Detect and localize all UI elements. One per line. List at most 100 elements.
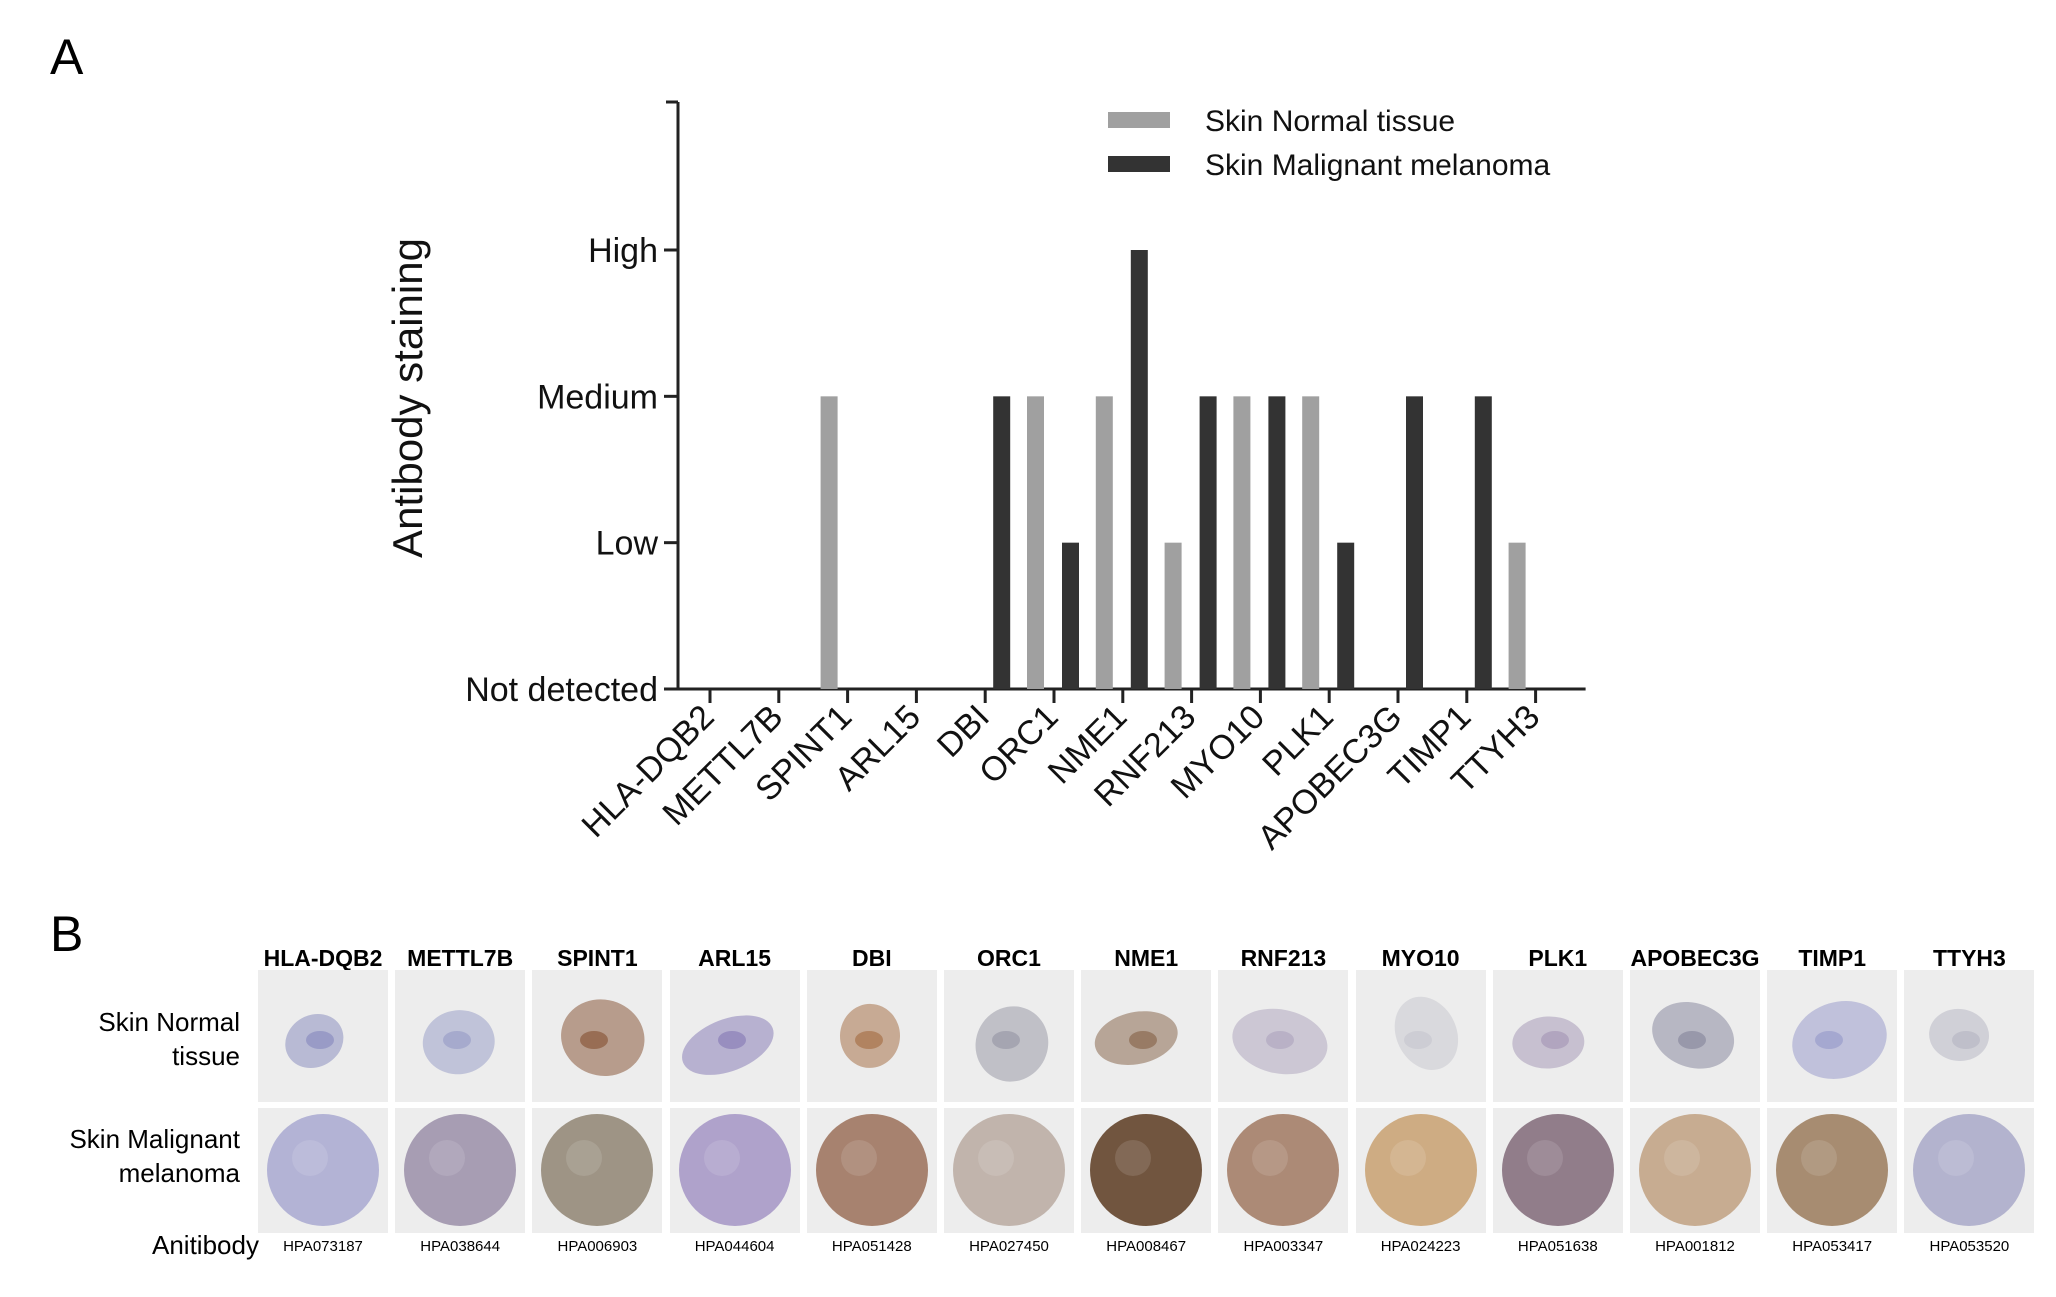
gene-header: PLK1 bbox=[1528, 945, 1588, 971]
melanoma-tissue-image bbox=[669, 1108, 800, 1233]
bar-normal-orc1 bbox=[1027, 396, 1044, 689]
legend-label: Skin Malignant melanoma bbox=[1205, 149, 1550, 182]
gene-header: SPINT1 bbox=[557, 945, 638, 971]
tissue-section-graphic bbox=[1232, 1008, 1328, 1075]
antibody-row-title: Anitibody bbox=[152, 1230, 259, 1260]
tissue-core-graphic bbox=[1776, 1114, 1889, 1226]
tissue-core-graphic bbox=[541, 1114, 654, 1226]
tissue-core-graphic bbox=[1639, 1114, 1751, 1226]
row-label-line: Skin Normal bbox=[98, 1007, 240, 1037]
melanoma-tissue-image bbox=[1492, 1108, 1623, 1233]
normal-tissue-image bbox=[395, 970, 526, 1102]
melanoma-tissue-image bbox=[1218, 1108, 1349, 1233]
gene-header: METTL7B bbox=[407, 945, 514, 971]
bar-melanoma-plk1 bbox=[1337, 542, 1355, 689]
bar-melanoma-rnf213 bbox=[1199, 396, 1217, 689]
normal-tissue-image bbox=[1492, 970, 1623, 1102]
bar-melanoma-myo10 bbox=[1268, 396, 1286, 689]
antibody-id: HPA053417 bbox=[1792, 1238, 1873, 1255]
antibody-id: HPA008467 bbox=[1106, 1238, 1187, 1255]
legend-label: Skin Normal tissue bbox=[1205, 105, 1455, 138]
panel-b-letter: B bbox=[50, 906, 84, 962]
y-tick-label: High bbox=[588, 232, 658, 270]
y-tick-label: Medium bbox=[537, 378, 658, 416]
bar-melanoma-timp1 bbox=[1474, 396, 1492, 689]
tissue-section-graphic bbox=[681, 1015, 774, 1075]
tissue-core-graphic bbox=[678, 1114, 791, 1226]
gene-header: APOBEC3G bbox=[1630, 945, 1760, 971]
antibody-id: HPA073187 bbox=[283, 1238, 363, 1255]
normal-tissue-image bbox=[258, 970, 388, 1102]
antibody-id: HPA001812 bbox=[1655, 1238, 1735, 1255]
melanoma-tissue-image bbox=[1767, 1108, 1898, 1233]
bar-normal-myo10 bbox=[1233, 396, 1251, 689]
bar-normal-ttyh3 bbox=[1508, 542, 1526, 689]
bar-melanoma-orc1 bbox=[1062, 542, 1079, 689]
gene-header: ARL15 bbox=[698, 945, 772, 971]
normal-tissue-image bbox=[944, 970, 1074, 1102]
normal-tissue-image bbox=[1081, 970, 1212, 1102]
normal-tissue-image bbox=[1767, 970, 1898, 1102]
tissue-section-graphic bbox=[1929, 1008, 1990, 1062]
panel-a-letter: A bbox=[50, 29, 84, 85]
normal-tissue-image bbox=[1218, 970, 1349, 1102]
tissue-section-graphic bbox=[975, 1006, 1049, 1082]
antibody-id: HPA038644 bbox=[420, 1238, 501, 1255]
y-tick-label: Not detected bbox=[465, 671, 658, 709]
row-label-line: tissue bbox=[172, 1041, 240, 1071]
gene-header: DBI bbox=[851, 945, 892, 971]
antibody-id: HPA003347 bbox=[1243, 1238, 1324, 1255]
row-label-normal: Skin Normal tissue bbox=[60, 1005, 240, 1073]
melanoma-tissue-image bbox=[1355, 1108, 1486, 1233]
melanoma-tissue-image bbox=[806, 1108, 937, 1233]
antibody-id: HPA053520 bbox=[1929, 1238, 2010, 1255]
tissue-section-graphic bbox=[561, 999, 645, 1076]
gene-header: TIMP1 bbox=[1798, 945, 1867, 971]
melanoma-tissue-image bbox=[1904, 1108, 2035, 1233]
normal-tissue-image bbox=[669, 970, 800, 1102]
row-label-melanoma: Skin Malignant melanoma bbox=[40, 1122, 240, 1190]
bar-melanoma-apobec3g bbox=[1406, 396, 1423, 689]
bar-normal-rnf213 bbox=[1164, 542, 1182, 689]
antibody-id: HPA044604 bbox=[694, 1238, 775, 1255]
tissue-section-graphic bbox=[1652, 1001, 1735, 1069]
tissue-section-graphic bbox=[1094, 1011, 1178, 1065]
antibody-id: HPA027450 bbox=[969, 1238, 1049, 1255]
legend-swatch bbox=[1108, 112, 1170, 128]
y-axis-title: Antibody staining bbox=[384, 238, 431, 558]
row-label-line: Skin Malignant bbox=[69, 1124, 240, 1154]
tissue-section-graphic bbox=[1792, 1001, 1887, 1079]
gene-header: NME1 bbox=[1114, 945, 1179, 971]
tissue-core-graphic bbox=[404, 1114, 517, 1226]
melanoma-tissue-image bbox=[258, 1108, 388, 1233]
melanoma-tissue-image bbox=[1630, 1108, 1760, 1233]
tissue-section-graphic bbox=[839, 1003, 900, 1068]
tissue-section-graphic bbox=[285, 1013, 344, 1069]
y-tick-label: Low bbox=[596, 525, 659, 563]
antibody-staining-bar-chart: Not detected Low Medium High Antibody staini… bbox=[384, 100, 1586, 857]
row-label-line: melanoma bbox=[118, 1158, 240, 1188]
normal-tissue-image bbox=[1630, 970, 1760, 1102]
gene-header: TTYH3 bbox=[1932, 945, 2006, 971]
normal-tissue-image bbox=[1904, 970, 2035, 1102]
tissue-section-graphic bbox=[1394, 996, 1458, 1070]
melanoma-tissue-image bbox=[395, 1108, 526, 1233]
antibody-id: HPA006903 bbox=[557, 1238, 638, 1255]
bar-normal-spint1 bbox=[820, 396, 838, 689]
tissue-core-graphic bbox=[1227, 1114, 1340, 1226]
gene-header: MYO10 bbox=[1381, 945, 1460, 971]
bar-melanoma-dbi bbox=[993, 396, 1011, 689]
normal-tissue-image bbox=[532, 970, 663, 1102]
antibody-id: HPA024223 bbox=[1380, 1238, 1461, 1255]
melanoma-tissue-image bbox=[532, 1108, 663, 1233]
gene-header: ORC1 bbox=[977, 945, 1041, 971]
melanoma-tissue-image bbox=[944, 1108, 1074, 1233]
bar-melanoma-nme1 bbox=[1130, 250, 1148, 689]
antibody-id: HPA051428 bbox=[831, 1238, 912, 1255]
tissue-core-graphic bbox=[267, 1114, 379, 1226]
tissue-core-graphic bbox=[815, 1114, 928, 1226]
normal-tissue-image bbox=[1355, 970, 1486, 1102]
tissue-core-graphic bbox=[1913, 1114, 2026, 1226]
bar-normal-nme1 bbox=[1095, 396, 1113, 689]
